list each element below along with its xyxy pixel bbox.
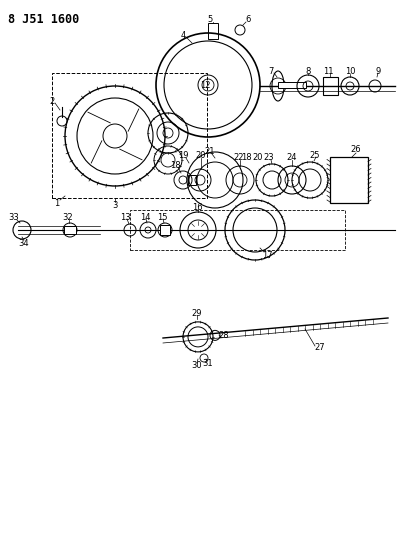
Text: 34: 34 [19, 238, 29, 247]
Bar [208, 23, 218, 39]
Text: 9: 9 [375, 67, 381, 76]
Bar [52, 73, 207, 198]
Text: 27: 27 [315, 343, 325, 352]
Text: 21: 21 [205, 147, 215, 156]
Text: 17: 17 [262, 251, 272, 260]
Bar [160, 225, 170, 235]
Text: 10: 10 [345, 68, 355, 77]
Bar [278, 82, 306, 88]
Text: 15: 15 [157, 213, 167, 222]
Text: 32: 32 [63, 214, 73, 222]
Text: 23: 23 [264, 154, 275, 163]
Text: 8: 8 [305, 67, 311, 76]
Text: 16: 16 [192, 203, 202, 212]
Text: 26: 26 [351, 146, 361, 155]
Text: 14: 14 [140, 213, 150, 222]
Text: 24: 24 [287, 154, 297, 163]
Text: 31: 31 [203, 359, 213, 367]
Text: 8 J51 1600: 8 J51 1600 [8, 13, 79, 26]
Text: 19: 19 [178, 151, 188, 160]
Text: 20: 20 [196, 151, 206, 160]
Text: 3: 3 [112, 200, 118, 209]
Text: 18: 18 [170, 160, 180, 169]
Text: 29: 29 [192, 309, 202, 318]
Bar [130, 210, 345, 250]
Bar [188, 175, 196, 185]
Text: 33: 33 [9, 214, 20, 222]
Bar [330, 157, 368, 203]
Text: 20: 20 [253, 154, 263, 163]
Text: 18: 18 [241, 154, 251, 163]
Text: 1: 1 [54, 198, 59, 207]
Text: 11: 11 [323, 67, 333, 76]
Text: 25: 25 [310, 150, 320, 159]
Bar [323, 77, 338, 95]
Text: 12: 12 [200, 80, 210, 90]
Text: 5: 5 [207, 15, 213, 25]
Bar [64, 226, 76, 234]
Text: 28: 28 [219, 332, 229, 341]
Text: 7: 7 [268, 67, 274, 76]
Text: 22: 22 [234, 154, 244, 163]
Text: 6: 6 [245, 15, 251, 25]
Text: 2: 2 [49, 96, 55, 106]
Text: 4: 4 [180, 31, 186, 41]
Text: 13: 13 [120, 213, 130, 222]
Text: 30: 30 [192, 361, 202, 370]
